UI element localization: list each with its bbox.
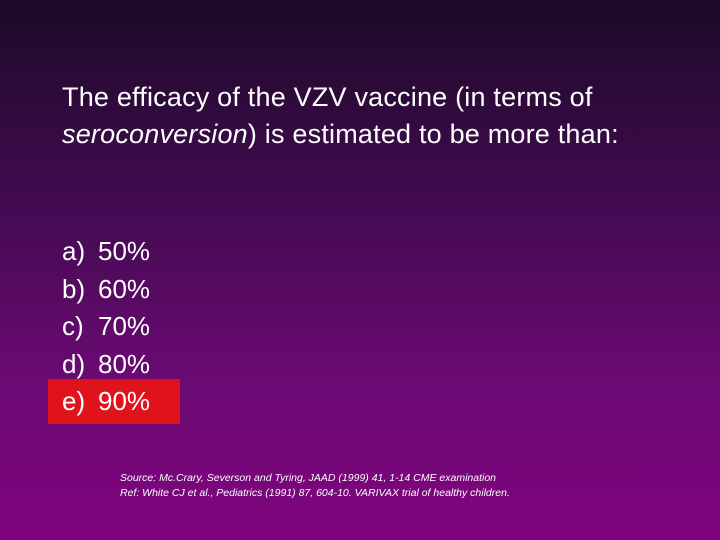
option-letter: d) (62, 348, 86, 379)
question-text: ) is estimated to be more than: (247, 119, 619, 149)
option-text: 60% (98, 273, 151, 304)
option-text: 90% (98, 386, 151, 416)
option: b) 60% (48, 271, 180, 309)
option-letter: a) (62, 236, 86, 266)
question: The efficacy of the VZV vaccine (in term… (62, 79, 702, 153)
option-letter: b) (62, 273, 86, 304)
option: d) 80% (48, 346, 180, 384)
sources: Source: Mc.Crary, Severson and Tyring, J… (120, 471, 510, 501)
options: a) 50% b) 60% c) 70% d) 80% e) 90% (48, 233, 180, 424)
option-text: 50% (98, 236, 151, 266)
option: a) 50% (48, 233, 180, 271)
option-letter: e) (62, 386, 86, 416)
source-line: Ref: White CJ et al., Pediatrics (1991) … (120, 487, 510, 499)
source-line: Source: Mc.Crary, Severson and Tyring, J… (120, 472, 497, 484)
question-text: The efficacy of the VZV vaccine (in term… (62, 82, 593, 112)
option-text: 70% (98, 311, 151, 341)
option-text: 80% (98, 348, 151, 379)
question-emphasis: seroconversion (62, 119, 248, 149)
option-letter: c) (62, 311, 84, 341)
option: c) 70% (48, 308, 180, 346)
option: e) 90% (48, 379, 180, 424)
